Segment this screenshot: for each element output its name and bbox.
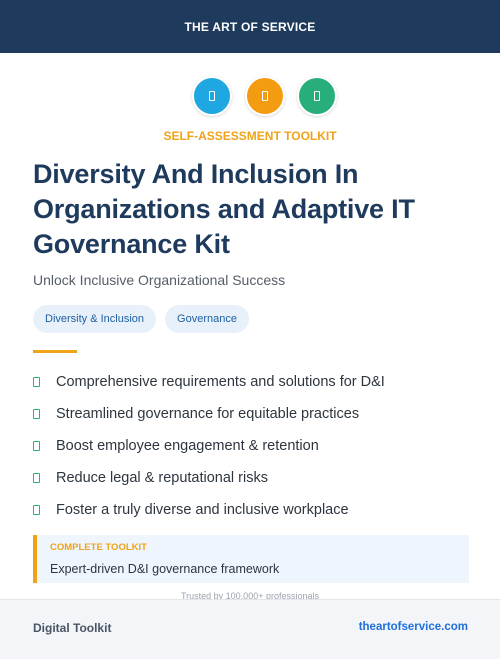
feature-list: Comprehensive requirements and solutions… [33, 366, 385, 526]
check-icon [33, 505, 40, 515]
list-item: Comprehensive requirements and solutions… [33, 366, 385, 398]
callout-label: COMPLETE TOOLKIT [50, 542, 147, 553]
document-icon [192, 76, 232, 116]
feature-text: Streamlined governance for equitable pra… [56, 406, 360, 422]
feature-text: Foster a truly diverse and inclusive wor… [56, 502, 349, 518]
page-subtitle: Unlock Inclusive Organizational Success [33, 272, 286, 288]
feature-text: Boost employee engagement & retention [56, 438, 319, 454]
tag-governance[interactable]: Governance [165, 305, 249, 333]
top-banner: THE ART OF SERVICE [0, 0, 500, 53]
brand-name: THE ART OF SERVICE [184, 19, 316, 34]
check-icon [33, 377, 40, 387]
footer-label: Digital Toolkit [33, 621, 112, 635]
website-link[interactable]: theartofservice.com [358, 621, 468, 633]
accent-divider [33, 350, 77, 353]
list-item: Boost employee engagement & retention [33, 430, 385, 462]
feature-text: Reduce legal & reputational risks [56, 470, 268, 486]
list-item: Foster a truly diverse and inclusive wor… [33, 494, 385, 526]
list-item: Reduce legal & reputational risks [33, 462, 385, 494]
document-icon [245, 76, 285, 116]
icon-row [0, 76, 500, 116]
callout-text: Expert-driven D&I governance framework [50, 562, 280, 576]
check-icon [33, 441, 40, 451]
trust-note: Trusted by 100,000+ professionals [180, 591, 319, 599]
footer: Digital Toolkit theartofservice.com [0, 599, 500, 659]
page-title: Diversity And Inclusion In Organizations… [33, 159, 415, 259]
document-icon [297, 76, 337, 116]
kicker-label: SELF-ASSESSMENT TOOLKIT [163, 129, 337, 143]
feature-text: Comprehensive requirements and solutions… [56, 374, 385, 390]
tag-diversity-inclusion[interactable]: Diversity & Inclusion [33, 305, 157, 333]
list-item: Streamlined governance for equitable pra… [33, 398, 385, 430]
tag-list: Diversity & Inclusion Governance [33, 305, 249, 333]
check-icon [33, 473, 40, 483]
check-icon [33, 409, 40, 419]
toolkit-callout: COMPLETE TOOLKIT Expert-driven D&I gover… [33, 535, 469, 583]
